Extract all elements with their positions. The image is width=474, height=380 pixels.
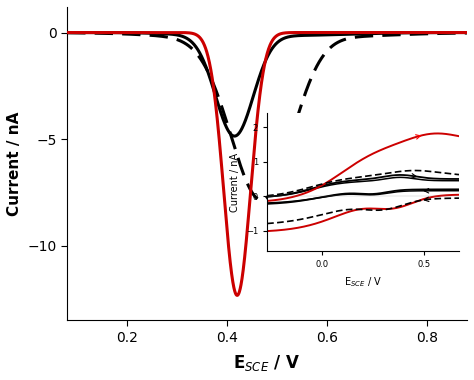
Y-axis label: Current / nA: Current / nA — [7, 111, 22, 216]
X-axis label: E$_{SCE}$ / V: E$_{SCE}$ / V — [234, 353, 301, 373]
